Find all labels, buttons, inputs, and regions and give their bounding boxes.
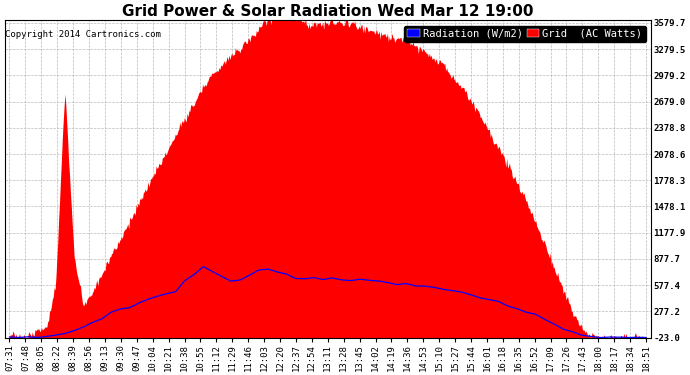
Text: Copyright 2014 Cartronics.com: Copyright 2014 Cartronics.com [6, 30, 161, 39]
Title: Grid Power & Solar Radiation Wed Mar 12 19:00: Grid Power & Solar Radiation Wed Mar 12 … [122, 4, 533, 19]
Legend: Radiation (W/m2), Grid  (AC Watts): Radiation (W/m2), Grid (AC Watts) [404, 26, 646, 42]
